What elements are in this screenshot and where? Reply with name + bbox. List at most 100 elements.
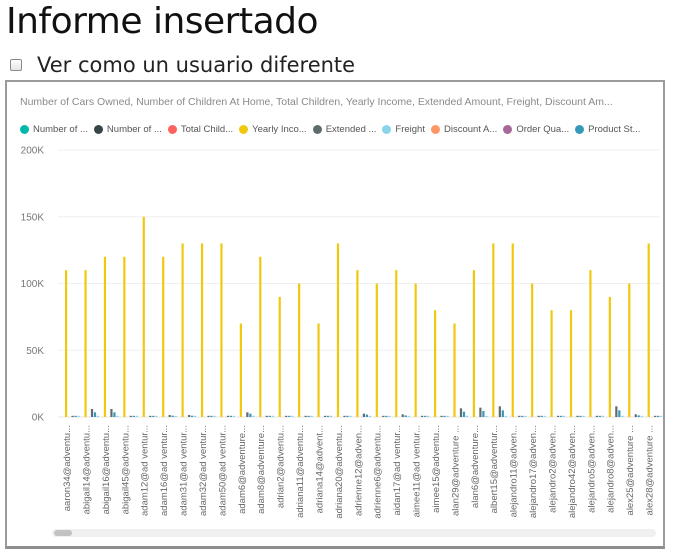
bar[interactable]	[601, 415, 605, 417]
bar[interactable]	[556, 415, 560, 417]
view-as-different-user-toggle[interactable]: Ver como un usuario diferente	[10, 52, 355, 78]
bar[interactable]	[504, 415, 507, 417]
bar[interactable]	[93, 412, 97, 417]
bar[interactable]	[336, 243, 340, 417]
bar[interactable]	[317, 323, 320, 417]
bar[interactable]	[90, 408, 94, 417]
bar[interactable]	[550, 310, 553, 417]
bar[interactable]	[77, 415, 80, 417]
bar[interactable]	[298, 283, 301, 418]
bar[interactable]	[615, 406, 618, 417]
bar[interactable]	[579, 415, 582, 417]
bar[interactable]	[385, 415, 388, 417]
bar[interactable]	[446, 415, 449, 417]
bar[interactable]	[268, 415, 271, 417]
bar[interactable]	[271, 415, 274, 417]
bar[interactable]	[459, 408, 463, 417]
bar[interactable]	[162, 256, 165, 417]
bar[interactable]	[388, 415, 391, 417]
legend-item[interactable]: Product St...	[575, 124, 640, 135]
legend-item[interactable]: Number of ...	[93, 124, 162, 135]
legend-item[interactable]: Extended ...	[312, 124, 376, 135]
bar[interactable]	[375, 283, 378, 418]
bar[interactable]	[433, 310, 437, 417]
bar[interactable]	[323, 415, 327, 417]
bar[interactable]	[562, 415, 566, 417]
bar[interactable]	[259, 256, 262, 417]
bar[interactable]	[356, 270, 359, 417]
bar[interactable]	[589, 270, 592, 417]
bar[interactable]	[453, 323, 456, 417]
bar[interactable]	[326, 415, 330, 417]
bar[interactable]	[188, 414, 191, 417]
bar[interactable]	[246, 412, 249, 417]
bar[interactable]	[634, 414, 637, 417]
bar[interactable]	[152, 415, 155, 417]
bar[interactable]	[524, 415, 527, 417]
bar[interactable]	[365, 414, 368, 417]
bar[interactable]	[307, 415, 310, 417]
bar[interactable]	[421, 415, 424, 417]
bar[interactable]	[657, 415, 660, 417]
bar[interactable]	[608, 296, 611, 417]
bar[interactable]	[540, 415, 543, 417]
bar[interactable]	[440, 415, 443, 417]
bar[interactable]	[278, 296, 281, 417]
bar[interactable]	[637, 415, 640, 417]
bar[interactable]	[462, 411, 466, 417]
bar[interactable]	[229, 415, 233, 417]
bar[interactable]	[110, 408, 113, 417]
bar[interactable]	[346, 415, 349, 417]
legend-item[interactable]: Freight	[382, 124, 425, 135]
bar[interactable]	[472, 270, 476, 417]
bar[interactable]	[288, 415, 291, 417]
bar[interactable]	[427, 415, 430, 417]
bar[interactable]	[618, 410, 621, 417]
bar[interactable]	[531, 283, 534, 418]
bar[interactable]	[621, 415, 624, 417]
legend-item[interactable]: Number of ...	[20, 124, 88, 135]
bar[interactable]	[171, 415, 174, 417]
bar[interactable]	[210, 415, 213, 417]
bar[interactable]	[598, 415, 602, 417]
bar[interactable]	[142, 216, 145, 417]
bar[interactable]	[181, 243, 184, 417]
bar[interactable]	[132, 415, 135, 417]
bar[interactable]	[443, 415, 446, 417]
bar[interactable]	[103, 256, 107, 417]
legend-item[interactable]: Total Child...	[167, 124, 233, 135]
bar[interactable]	[155, 415, 158, 417]
bar[interactable]	[349, 415, 352, 417]
bar[interactable]	[129, 415, 132, 417]
bar[interactable]	[285, 415, 288, 417]
bar[interactable]	[71, 415, 74, 417]
bar[interactable]	[123, 256, 126, 417]
bar[interactable]	[265, 415, 268, 417]
bar[interactable]	[149, 415, 152, 417]
bar[interactable]	[537, 415, 540, 417]
bar[interactable]	[511, 243, 514, 417]
bar[interactable]	[194, 415, 197, 417]
bar[interactable]	[135, 415, 138, 417]
bar[interactable]	[174, 415, 177, 417]
bar[interactable]	[304, 415, 307, 417]
bar[interactable]	[96, 415, 100, 417]
bar[interactable]	[424, 415, 427, 417]
bar[interactable]	[113, 412, 116, 417]
bar[interactable]	[291, 415, 294, 417]
bar[interactable]	[84, 270, 87, 417]
scrollbar-thumb[interactable]	[54, 530, 72, 536]
bar[interactable]	[479, 407, 482, 417]
legend-item[interactable]: Discount A...	[430, 124, 497, 135]
bar[interactable]	[329, 415, 333, 417]
bar[interactable]	[226, 415, 230, 417]
bar[interactable]	[660, 415, 663, 417]
bar[interactable]	[576, 415, 579, 417]
view-as-different-user-checkbox[interactable]	[10, 59, 22, 71]
bar[interactable]	[232, 415, 236, 417]
bar[interactable]	[543, 415, 546, 417]
bar[interactable]	[191, 415, 194, 417]
bar[interactable]	[414, 283, 417, 418]
bar[interactable]	[74, 415, 77, 417]
